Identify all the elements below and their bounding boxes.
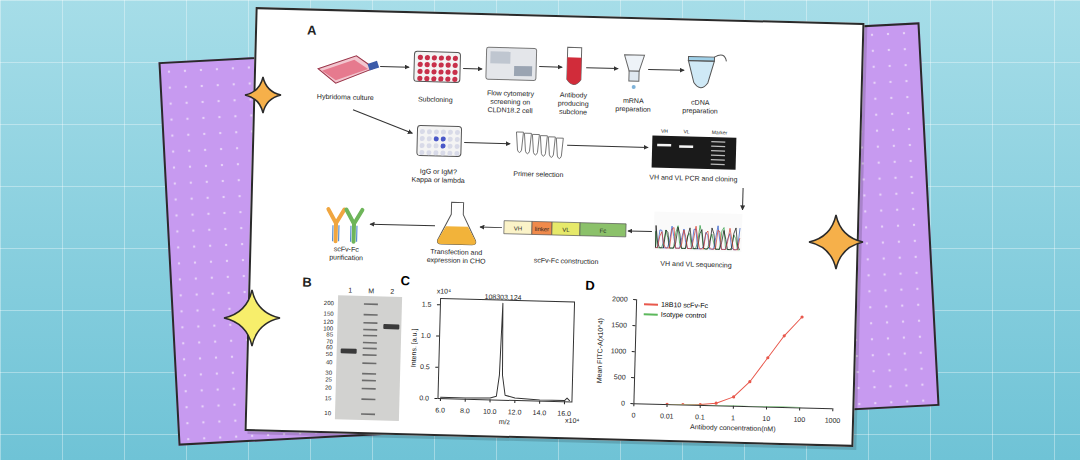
svg-text:0.01: 0.01 — [660, 412, 674, 419]
svg-text:150: 150 — [324, 311, 335, 317]
svg-text:cDNApreparation: cDNApreparation — [682, 98, 718, 115]
svg-text:40: 40 — [326, 359, 333, 365]
svg-text:1: 1 — [348, 287, 352, 294]
svg-text:B: B — [302, 274, 312, 289]
svg-text:VH and VL sequencing: VH and VL sequencing — [660, 260, 732, 270]
svg-text:VL: VL — [562, 227, 570, 233]
svg-text:16.0: 16.0 — [557, 410, 571, 417]
svg-text:70: 70 — [326, 338, 333, 345]
svg-text:108303.124: 108303.124 — [484, 293, 521, 301]
svg-text:scFv-Fcpurification: scFv-Fcpurification — [329, 245, 363, 262]
svg-text:Fc: Fc — [600, 228, 607, 234]
svg-text:0.5: 0.5 — [420, 363, 430, 370]
svg-text:25: 25 — [325, 376, 332, 382]
svg-text:M: M — [368, 287, 374, 294]
svg-text:1000: 1000 — [825, 417, 841, 424]
svg-text:linker: linker — [535, 226, 549, 232]
svg-text:Intens. [a.u.]: Intens. [a.u.] — [410, 328, 419, 367]
svg-text:Mean FITC-A(x10^4): Mean FITC-A(x10^4) — [595, 318, 605, 383]
svg-text:2: 2 — [390, 288, 394, 295]
svg-text:12.0: 12.0 — [508, 408, 522, 415]
svg-text:IgG or IgM?Kappa or lambda: IgG or IgM?Kappa or lambda — [411, 167, 465, 185]
svg-text:10.0: 10.0 — [483, 408, 497, 415]
html-text:Isotype control: Isotype control — [660, 310, 707, 319]
svg-text:1.5: 1.5 — [422, 301, 432, 308]
svg-text:scFv-Fc construction: scFv-Fc construction — [534, 256, 599, 265]
svg-text:1000: 1000 — [611, 347, 627, 354]
svg-text:85: 85 — [326, 331, 333, 337]
svg-text:Subcloning: Subcloning — [418, 95, 453, 104]
svg-text:2000: 2000 — [612, 295, 628, 302]
svg-text:Primer selection: Primer selection — [513, 170, 563, 178]
svg-text:10: 10 — [762, 415, 770, 422]
svg-text:Flow cytometryscreening onCLDN: Flow cytometryscreening onCLDN18.2 cell — [486, 89, 534, 114]
svg-text:1.0: 1.0 — [421, 332, 431, 339]
svg-text:500: 500 — [614, 373, 626, 380]
svg-text:VH and VL PCR and cloning: VH and VL PCR and cloning — [649, 173, 737, 183]
svg-text:120: 120 — [323, 319, 334, 325]
svg-text:VL: VL — [683, 128, 689, 134]
svg-text:15: 15 — [325, 395, 332, 401]
svg-text:x10⁴: x10⁴ — [437, 287, 451, 294]
svg-text:Transfection andexpression in: Transfection andexpression in CHO — [427, 248, 487, 266]
html-text:C: C — [400, 273, 411, 289]
svg-text:1: 1 — [731, 414, 735, 421]
svg-text:A: A — [307, 22, 317, 37]
svg-text:1500: 1500 — [611, 321, 627, 328]
svg-text:0: 0 — [621, 400, 625, 407]
svg-text:8.0: 8.0 — [460, 407, 470, 414]
svg-text:10: 10 — [324, 410, 331, 416]
html-text:18B10 scFv-Fc: 18B10 scFv-Fc — [660, 300, 709, 309]
svg-text:0.0: 0.0 — [419, 394, 429, 401]
svg-text:0.1: 0.1 — [695, 413, 705, 420]
svg-text:mRNApreparation: mRNApreparation — [615, 97, 651, 114]
svg-text:20: 20 — [325, 385, 332, 391]
svg-text:14.0: 14.0 — [532, 409, 546, 416]
svg-text:VH: VH — [514, 225, 522, 231]
svg-text:Antibodyproducingsubclone: Antibodyproducingsubclone — [558, 91, 589, 116]
svg-text:200: 200 — [324, 300, 335, 306]
svg-text:Marker: Marker — [712, 129, 728, 135]
svg-text:VH: VH — [661, 128, 668, 134]
svg-text:30: 30 — [325, 370, 332, 376]
svg-text:0: 0 — [632, 412, 636, 419]
html-text:D: D — [585, 277, 596, 294]
svg-text:100: 100 — [323, 325, 334, 332]
svg-text:x10⁴: x10⁴ — [565, 417, 579, 424]
svg-text:6.0: 6.0 — [435, 406, 445, 413]
svg-text:50: 50 — [326, 351, 333, 357]
svg-text:Antibody concentration(nM): Antibody concentration(nM) — [690, 423, 776, 433]
svg-text:Hybridoma culture: Hybridoma culture — [317, 93, 374, 102]
svg-text:60: 60 — [326, 344, 333, 350]
svg-text:m/z: m/z — [499, 418, 511, 425]
svg-text:100: 100 — [793, 416, 805, 423]
